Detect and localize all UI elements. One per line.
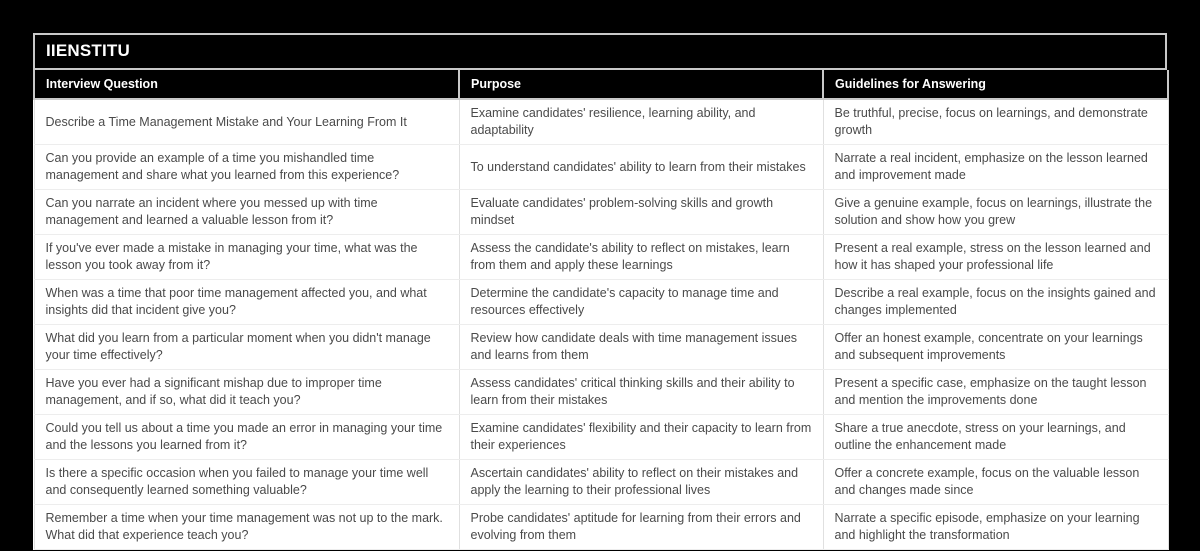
- cell-guidelines: Narrate a real incident, emphasize on th…: [822, 144, 1169, 190]
- table-container: IIENSTITU Interview Question Purpose Gui…: [33, 33, 1169, 550]
- table-row: Remember a time when your time managemen…: [33, 504, 1169, 550]
- cell-guidelines: Share a true anecdote, stress on your le…: [822, 414, 1169, 460]
- cell-purpose: Evaluate candidates' problem-solving ski…: [458, 189, 824, 235]
- table-row: What did you learn from a particular mom…: [33, 324, 1169, 370]
- table-row: Could you tell us about a time you made …: [33, 414, 1169, 460]
- table-row: Can you provide an example of a time you…: [33, 144, 1169, 190]
- table-row: If you've ever made a mistake in managin…: [33, 234, 1169, 280]
- cell-guidelines: Offer an honest example, concentrate on …: [822, 324, 1169, 370]
- cell-question: Can you narrate an incident where you me…: [33, 189, 460, 235]
- cell-purpose: Assess the candidate's ability to reflec…: [458, 234, 824, 280]
- brand-title: IIENSTITU: [33, 33, 1167, 70]
- cell-question: If you've ever made a mistake in managin…: [33, 234, 460, 280]
- cell-purpose: Probe candidates' aptitude for learning …: [458, 504, 824, 550]
- cell-question: Remember a time when your time managemen…: [33, 504, 460, 550]
- cell-question: What did you learn from a particular mom…: [33, 324, 460, 370]
- cell-purpose: To understand candidates' ability to lea…: [458, 144, 824, 190]
- cell-guidelines: Offer a concrete example, focus on the v…: [822, 459, 1169, 505]
- cell-purpose: Review how candidate deals with time man…: [458, 324, 824, 370]
- cell-purpose: Assess candidates' critical thinking ski…: [458, 369, 824, 415]
- cell-guidelines: Give a genuine example, focus on learnin…: [822, 189, 1169, 235]
- cell-question: Can you provide an example of a time you…: [33, 144, 460, 190]
- column-header-purpose: Purpose: [458, 70, 824, 100]
- cell-guidelines: Present a specific case, emphasize on th…: [822, 369, 1169, 415]
- cell-guidelines: Be truthful, precise, focus on learnings…: [822, 98, 1169, 145]
- cell-purpose: Examine candidates' resilience, learning…: [458, 98, 824, 145]
- cell-question: Have you ever had a significant mishap d…: [33, 369, 460, 415]
- cell-guidelines: Present a real example, stress on the le…: [822, 234, 1169, 280]
- cell-guidelines: Describe a real example, focus on the in…: [822, 279, 1169, 325]
- table-row: When was a time that poor time managemen…: [33, 279, 1169, 325]
- cell-purpose: Determine the candidate's capacity to ma…: [458, 279, 824, 325]
- table-row: Can you narrate an incident where you me…: [33, 189, 1169, 235]
- column-header-guidelines: Guidelines for Answering: [822, 70, 1169, 100]
- cell-question: Is there a specific occasion when you fa…: [33, 459, 460, 505]
- cell-question: When was a time that poor time managemen…: [33, 279, 460, 325]
- cell-guidelines: Narrate a specific episode, emphasize on…: [822, 504, 1169, 550]
- table-row: Describe a Time Management Mistake and Y…: [33, 98, 1169, 145]
- interview-question-table: Interview Question Purpose Guidelines fo…: [33, 70, 1169, 550]
- table-row: Have you ever had a significant mishap d…: [33, 369, 1169, 415]
- column-header-interview-question: Interview Question: [33, 70, 460, 100]
- cell-purpose: Ascertain candidates' ability to reflect…: [458, 459, 824, 505]
- cell-question: Describe a Time Management Mistake and Y…: [33, 98, 460, 145]
- table-row: Is there a specific occasion when you fa…: [33, 459, 1169, 505]
- table-header-row: Interview Question Purpose Guidelines fo…: [33, 70, 1169, 100]
- cell-question: Could you tell us about a time you made …: [33, 414, 460, 460]
- cell-purpose: Examine candidates' flexibility and thei…: [458, 414, 824, 460]
